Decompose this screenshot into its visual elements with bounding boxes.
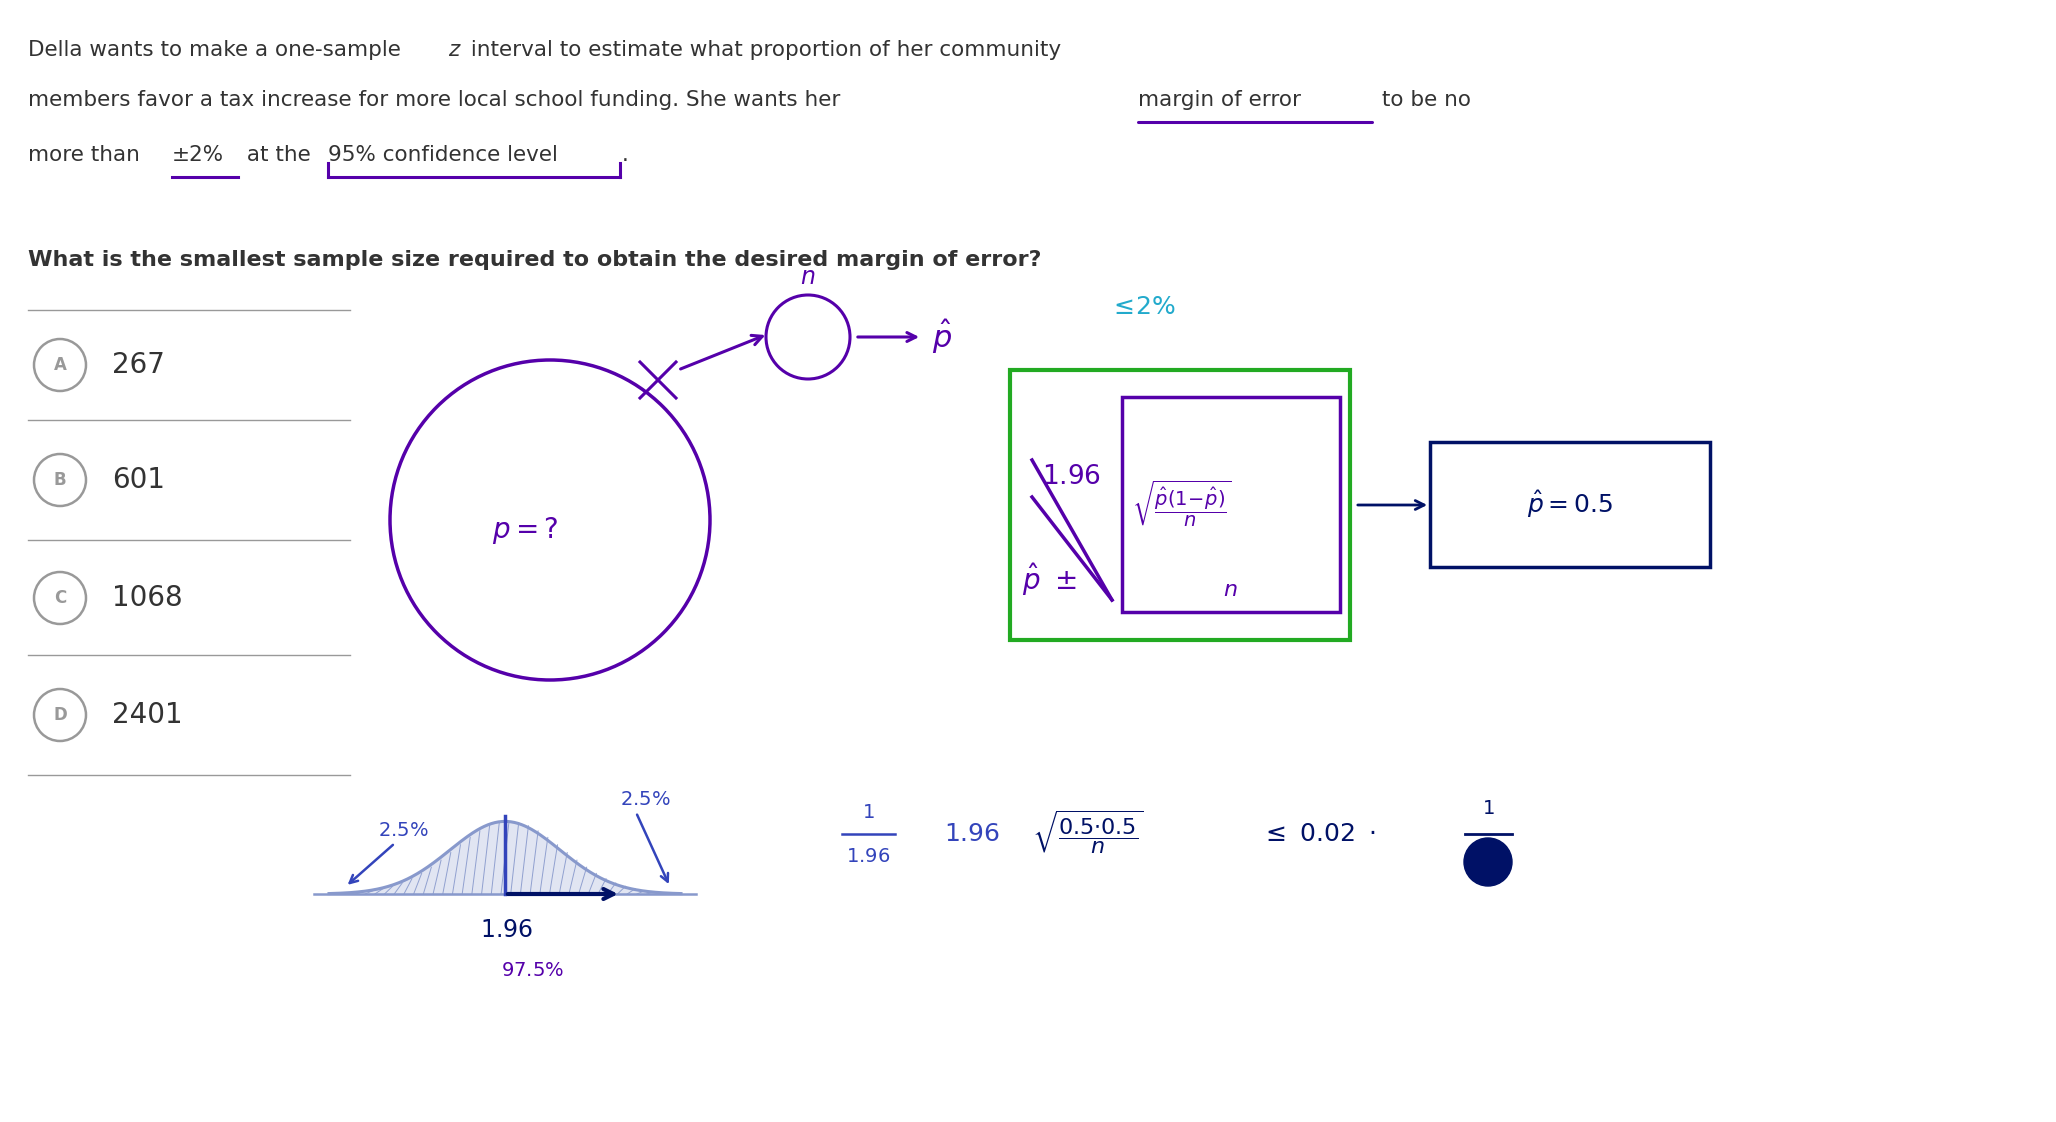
Circle shape: [1464, 838, 1511, 886]
Text: Della wants to make a one-sample: Della wants to make a one-sample: [29, 40, 407, 59]
Text: $1.96$: $1.96$: [845, 846, 890, 865]
Text: $1.96$: $1.96$: [1042, 465, 1102, 490]
FancyBboxPatch shape: [1123, 397, 1341, 611]
Text: C: C: [53, 589, 66, 607]
Text: $1$: $1$: [1482, 799, 1495, 818]
Text: ±2%: ±2%: [173, 145, 224, 165]
Text: $\hat{p}=0.5$: $\hat{p}=0.5$: [1528, 489, 1614, 521]
Text: more than: more than: [29, 145, 146, 165]
Text: 267: 267: [111, 351, 164, 379]
Text: $97.5\%$: $97.5\%$: [502, 960, 563, 980]
Text: $1.96$: $1.96$: [481, 918, 535, 942]
Text: .: .: [623, 145, 629, 165]
Text: at the: at the: [241, 145, 317, 165]
Text: $\hat{p}$: $\hat{p}$: [931, 318, 952, 356]
Text: z: z: [448, 40, 458, 59]
Text: $n$: $n$: [800, 265, 816, 289]
Text: $1.96$: $1.96$: [944, 822, 999, 846]
Text: $\sqrt{\dfrac{0.5{\cdot}0.5}{n}}$: $\sqrt{\dfrac{0.5{\cdot}0.5}{n}}$: [1032, 808, 1143, 856]
Text: $2.5\%$: $2.5\%$: [378, 821, 428, 839]
Text: to be no: to be no: [1375, 90, 1470, 110]
Text: interval to estimate what proportion of her community: interval to estimate what proportion of …: [465, 40, 1061, 59]
Text: $\hat{p}\ \pm$: $\hat{p}\ \pm$: [1022, 561, 1077, 598]
Text: $p=?$: $p=?$: [491, 515, 559, 545]
Text: $n$: $n$: [1223, 580, 1238, 600]
Text: margin of error: margin of error: [1139, 90, 1301, 110]
Text: B: B: [53, 471, 66, 489]
Text: members favor a tax increase for more local school funding. She wants her: members favor a tax increase for more lo…: [29, 90, 847, 110]
Text: 2401: 2401: [111, 701, 183, 729]
Text: $\sqrt{\dfrac{\hat{p}(1\!-\!\hat{p})}{n}}$: $\sqrt{\dfrac{\hat{p}(1\!-\!\hat{p})}{n}…: [1133, 479, 1232, 530]
Text: 601: 601: [111, 466, 164, 494]
FancyBboxPatch shape: [1009, 370, 1351, 640]
Text: What is the smallest sample size required to obtain the desired margin of error?: What is the smallest sample size require…: [29, 250, 1042, 270]
Text: D: D: [53, 706, 68, 724]
Text: $1$: $1$: [861, 802, 874, 821]
Text: $2.5\%$: $2.5\%$: [621, 790, 670, 809]
FancyBboxPatch shape: [1431, 442, 1711, 567]
Text: $\leq \ 0.02\ \cdot$: $\leq \ 0.02\ \cdot$: [1260, 822, 1375, 846]
Text: 95% confidence level: 95% confidence level: [329, 145, 557, 165]
Text: A: A: [53, 356, 66, 374]
Text: $\leq\! 2\%$: $\leq\! 2\%$: [1108, 295, 1176, 319]
Text: 1068: 1068: [111, 583, 183, 611]
